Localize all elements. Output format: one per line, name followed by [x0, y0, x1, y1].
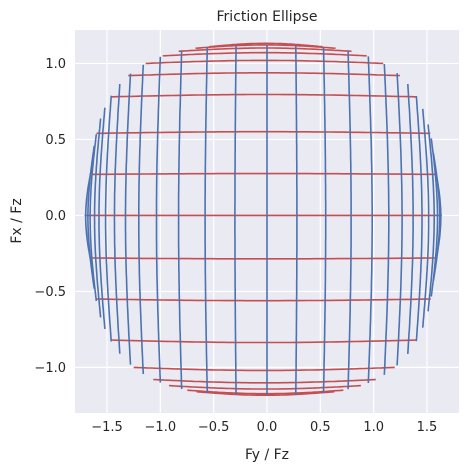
constant-fy-curve — [138, 64, 145, 375]
constant-fy-curve — [415, 96, 423, 342]
constant-fx-curve — [110, 93, 417, 98]
constant-fx-curve — [128, 72, 400, 77]
x-tick-label: −1.5 — [91, 420, 123, 435]
constant-fx-curve — [110, 339, 417, 344]
constant-fx-curve — [195, 44, 336, 49]
constant-fy-curve — [383, 64, 390, 375]
constant-fy-curve — [93, 118, 102, 318]
constant-fy-curve — [89, 134, 98, 302]
x-tick-labels: −1.5 −1.0 −0.5 0.0 0.5 1.0 1.5 — [91, 420, 437, 435]
constant-fy-curve — [427, 124, 436, 312]
constant-fx-curve — [133, 366, 395, 372]
y-tick-label: 0.0 — [45, 209, 66, 224]
constant-fy-curve — [396, 73, 403, 366]
y-tick-label: 0.5 — [45, 133, 66, 148]
x-tick-label: 0.5 — [310, 420, 331, 435]
x-tick-label: 0.0 — [257, 420, 278, 435]
x-tick-label: −1.0 — [145, 420, 177, 435]
constant-fy-curve — [204, 46, 209, 394]
y-tick-labels: −1.0 −0.5 0.0 0.5 1.0 — [34, 57, 66, 376]
constant-fx-curve — [153, 378, 376, 384]
constant-fx-curve — [162, 51, 367, 57]
constant-fy-curve — [113, 84, 121, 354]
constant-fy-curve — [155, 56, 162, 383]
constant-fy-curve — [294, 45, 298, 395]
constant-fx-curve — [196, 390, 335, 397]
constant-fy-curve — [98, 107, 106, 329]
constant-fy-curve — [104, 95, 113, 342]
constant-fy-curve — [322, 46, 327, 394]
y-tick-label: 1.0 — [45, 57, 66, 72]
constant-fy-curve — [433, 165, 442, 269]
y-tick-label: −0.5 — [34, 285, 66, 300]
constant-fx-curve — [168, 384, 361, 390]
constant-fy-curve — [177, 50, 183, 390]
constant-fy-curve — [87, 145, 95, 289]
constant-fy-curve — [407, 83, 414, 354]
constant-fy-curve — [421, 108, 430, 328]
x-tick-label: 1.0 — [363, 420, 384, 435]
constant-fy-curve — [124, 73, 132, 365]
constant-fy-curve — [367, 56, 374, 383]
constant-fx-curve — [187, 389, 344, 395]
chart-title: Friction Ellipse — [217, 9, 318, 25]
constant-fx-curve — [91, 172, 436, 176]
constant-fx-curve — [91, 257, 435, 260]
constant-fx-curve — [96, 130, 431, 135]
constant-fx-curve — [145, 59, 384, 65]
constant-fx-curve — [95, 298, 431, 302]
x-axis-label: Fy / Fz — [245, 447, 289, 463]
x-tick-label: −0.5 — [198, 420, 230, 435]
constant-fy-curve — [347, 50, 352, 390]
x-tick-label: 1.5 — [417, 420, 438, 435]
y-axis-label: Fx / Fz — [9, 198, 25, 243]
constant-fy-curve — [234, 45, 237, 395]
constant-fx-curve — [209, 42, 323, 48]
y-tick-label: −1.0 — [34, 361, 66, 376]
constant-fy-curves — [84, 45, 442, 395]
